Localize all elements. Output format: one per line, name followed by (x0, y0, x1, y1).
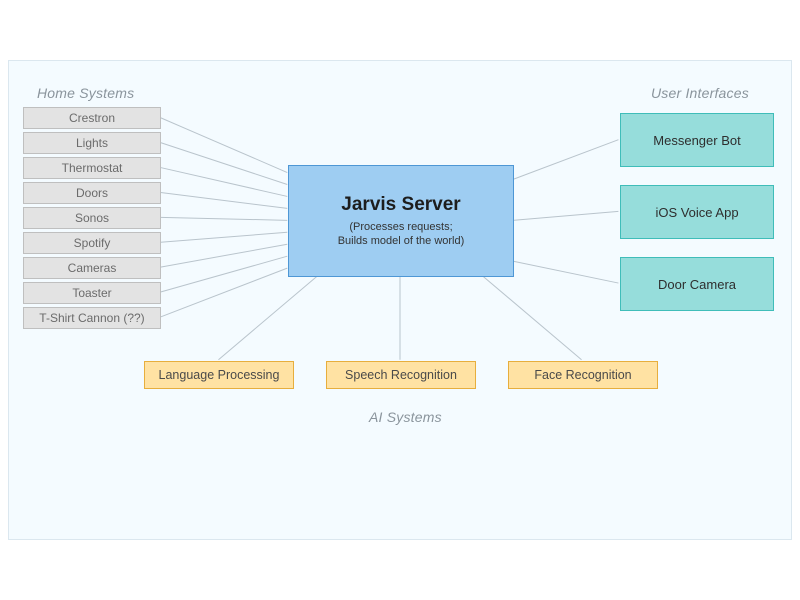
home-system-label: Toaster (72, 286, 111, 300)
home-system-item: Toaster (23, 282, 161, 304)
jarvis-subtitle-1: (Processes requests; (349, 220, 452, 234)
home-system-label: Lights (76, 136, 108, 150)
ai-label: Face Recognition (534, 368, 631, 382)
user-interface-item: Door Camera (620, 257, 774, 311)
ui-label: iOS Voice App (655, 205, 738, 220)
home-system-label: Cameras (68, 261, 117, 275)
home-system-label: Thermostat (62, 161, 123, 175)
section-label-ui: User Interfaces (651, 85, 749, 101)
home-system-label: Spotify (74, 236, 111, 250)
diagram-canvas: Home Systems User Interfaces AI Systems … (8, 60, 792, 540)
ui-label: Messenger Bot (653, 133, 740, 148)
home-system-item: T-Shirt Cannon (??) (23, 307, 161, 329)
home-system-label: T-Shirt Cannon (??) (39, 311, 144, 325)
home-system-label: Sonos (75, 211, 109, 225)
user-interface-item: iOS Voice App (620, 185, 774, 239)
section-label-ai: AI Systems (369, 409, 442, 425)
home-system-label: Doors (76, 186, 108, 200)
ai-system-item: Language Processing (144, 361, 294, 389)
jarvis-subtitle-2: Builds model of the world) (338, 234, 465, 248)
jarvis-title: Jarvis Server (341, 194, 460, 216)
section-label-home: Home Systems (37, 85, 134, 101)
ai-label: Speech Recognition (345, 368, 457, 382)
home-system-item: Spotify (23, 232, 161, 254)
user-interface-item: Messenger Bot (620, 113, 774, 167)
ai-label: Language Processing (159, 368, 280, 382)
home-system-item: Sonos (23, 207, 161, 229)
home-system-item: Crestron (23, 107, 161, 129)
ai-system-item: Face Recognition (508, 361, 658, 389)
jarvis-server-node: Jarvis Server (Processes requests; Build… (288, 165, 514, 277)
ai-system-item: Speech Recognition (326, 361, 476, 389)
home-system-item: Lights (23, 132, 161, 154)
home-system-label: Crestron (69, 111, 115, 125)
home-system-item: Cameras (23, 257, 161, 279)
home-system-item: Thermostat (23, 157, 161, 179)
home-system-item: Doors (23, 182, 161, 204)
ui-label: Door Camera (658, 277, 736, 292)
